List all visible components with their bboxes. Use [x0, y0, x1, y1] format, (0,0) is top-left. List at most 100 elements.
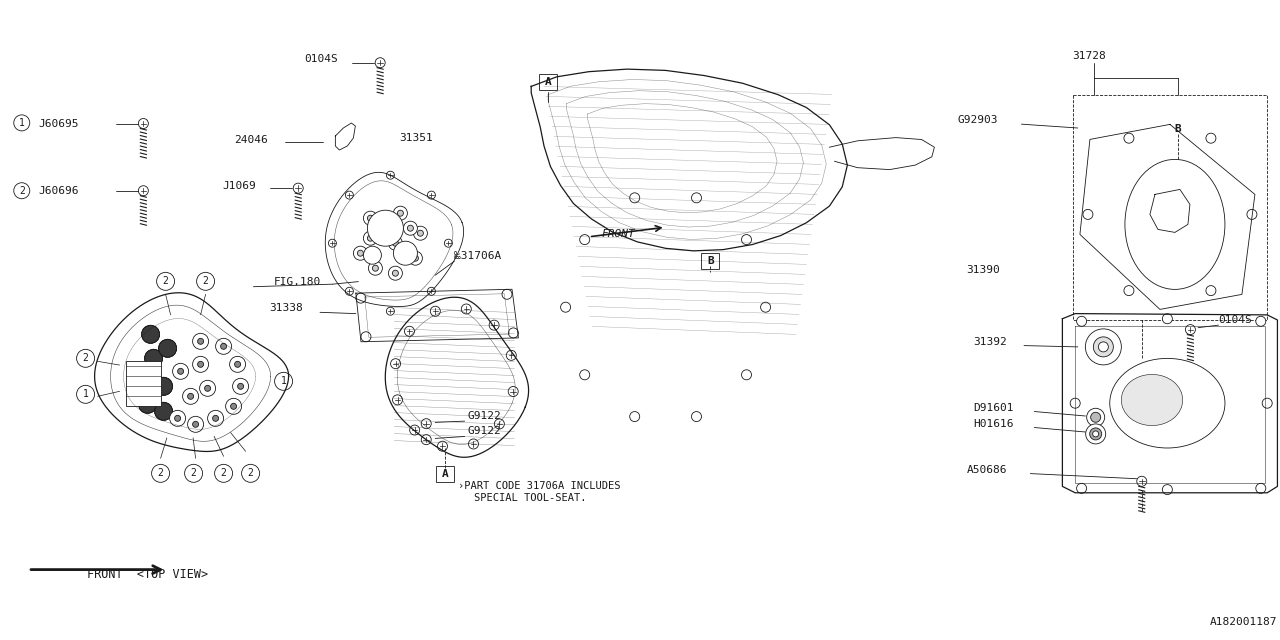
- Text: 0104S: 0104S: [1219, 315, 1252, 325]
- Circle shape: [508, 328, 518, 338]
- Circle shape: [205, 385, 211, 391]
- Circle shape: [408, 251, 422, 265]
- Text: J1069: J1069: [223, 180, 256, 191]
- Text: FRONT: FRONT: [602, 228, 635, 239]
- Text: 2: 2: [220, 468, 227, 478]
- Circle shape: [403, 221, 417, 236]
- Circle shape: [1137, 476, 1147, 486]
- Circle shape: [234, 362, 241, 367]
- Circle shape: [387, 307, 394, 315]
- Circle shape: [1087, 408, 1105, 426]
- Circle shape: [364, 246, 381, 264]
- Text: 2: 2: [202, 276, 209, 286]
- Circle shape: [461, 304, 471, 314]
- Circle shape: [630, 193, 640, 203]
- Text: 2: 2: [83, 353, 88, 364]
- Circle shape: [417, 230, 424, 236]
- Text: FIG.180: FIG.180: [274, 276, 321, 287]
- Circle shape: [178, 368, 183, 374]
- Text: 2: 2: [157, 468, 164, 478]
- Circle shape: [197, 339, 204, 344]
- Circle shape: [507, 350, 516, 360]
- Ellipse shape: [1121, 374, 1183, 426]
- Circle shape: [404, 326, 415, 336]
- Text: 1: 1: [280, 376, 287, 387]
- Circle shape: [580, 370, 590, 380]
- Circle shape: [1076, 316, 1087, 326]
- Text: 24046: 24046: [234, 134, 268, 145]
- Text: ‱31706A: ‱31706A: [454, 251, 502, 261]
- Circle shape: [494, 419, 504, 429]
- Circle shape: [1162, 484, 1172, 495]
- Circle shape: [156, 273, 174, 291]
- Text: D91601: D91601: [973, 403, 1014, 413]
- Circle shape: [741, 370, 751, 380]
- Circle shape: [220, 343, 227, 349]
- Circle shape: [444, 239, 452, 247]
- Circle shape: [393, 240, 398, 246]
- Circle shape: [77, 349, 95, 367]
- Circle shape: [192, 333, 209, 349]
- Circle shape: [1085, 329, 1121, 365]
- Circle shape: [1083, 118, 1106, 143]
- Circle shape: [393, 395, 402, 405]
- Circle shape: [428, 287, 435, 295]
- Circle shape: [169, 410, 186, 426]
- Circle shape: [1085, 424, 1106, 444]
- Circle shape: [1076, 483, 1087, 493]
- Circle shape: [159, 339, 177, 357]
- Circle shape: [138, 118, 148, 129]
- Circle shape: [14, 183, 29, 198]
- Circle shape: [197, 362, 204, 367]
- Circle shape: [77, 385, 95, 403]
- Circle shape: [233, 378, 248, 394]
- Circle shape: [508, 387, 518, 397]
- Circle shape: [1256, 316, 1266, 326]
- Circle shape: [489, 320, 499, 330]
- Circle shape: [215, 339, 232, 355]
- Text: 2: 2: [191, 468, 197, 478]
- Circle shape: [412, 255, 419, 261]
- Circle shape: [192, 421, 198, 428]
- Text: A: A: [544, 77, 552, 87]
- Circle shape: [207, 410, 224, 426]
- Circle shape: [1093, 431, 1098, 437]
- Circle shape: [151, 465, 169, 483]
- Circle shape: [580, 235, 590, 244]
- Ellipse shape: [1125, 159, 1225, 289]
- Circle shape: [230, 403, 237, 410]
- Circle shape: [413, 226, 428, 240]
- Circle shape: [155, 378, 173, 396]
- Circle shape: [138, 186, 148, 196]
- Circle shape: [364, 211, 378, 225]
- Text: 31351: 31351: [399, 132, 433, 143]
- Circle shape: [192, 356, 209, 372]
- Circle shape: [275, 372, 293, 390]
- Text: 31392: 31392: [973, 337, 1006, 348]
- Text: 31338: 31338: [269, 303, 302, 314]
- Bar: [1169, 121, 1187, 137]
- Circle shape: [367, 235, 374, 241]
- Text: 1: 1: [83, 389, 88, 399]
- Circle shape: [388, 266, 402, 280]
- Text: G9122: G9122: [467, 426, 500, 436]
- Text: 2: 2: [19, 186, 24, 196]
- Circle shape: [188, 394, 193, 399]
- Bar: [701, 253, 719, 269]
- Circle shape: [502, 289, 512, 300]
- Circle shape: [346, 287, 353, 295]
- Circle shape: [361, 332, 371, 342]
- Bar: [436, 466, 454, 482]
- Circle shape: [1083, 209, 1093, 220]
- Text: G9122: G9122: [467, 411, 500, 421]
- Circle shape: [561, 302, 571, 312]
- Text: 31728: 31728: [1073, 51, 1106, 61]
- Ellipse shape: [1110, 358, 1225, 448]
- Circle shape: [142, 372, 160, 390]
- Circle shape: [393, 206, 407, 220]
- Circle shape: [1206, 285, 1216, 296]
- Circle shape: [1262, 398, 1272, 408]
- Circle shape: [691, 193, 701, 203]
- Circle shape: [393, 241, 417, 265]
- Circle shape: [1247, 209, 1257, 220]
